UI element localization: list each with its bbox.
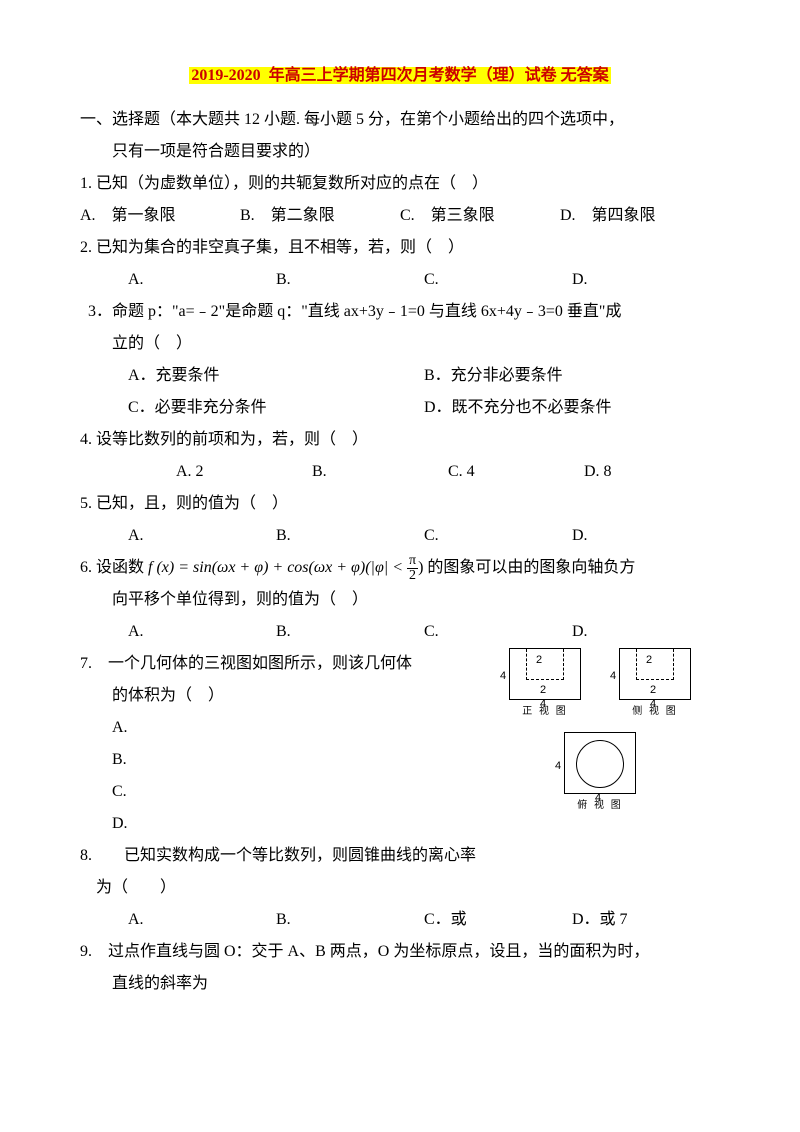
q6-suffix: 的图象可以由的图象向轴负方 — [427, 559, 635, 576]
q7-text-block: 7. 一个几何体的三视图如图所示，则该几何体 的体积为（ ） A. B. C. … — [80, 648, 480, 840]
q3-opt-d: D．既不充分也不必要条件 — [424, 392, 720, 424]
q1-options: A. 第一象限 B. 第二象限 C. 第三象限 D. 第四象限 — [80, 200, 720, 232]
q8-opt-b: B. — [276, 904, 424, 936]
fig2-dim-4b: 4 — [650, 693, 656, 715]
q2-opt-b: B. — [276, 264, 424, 296]
q3-opt-c: C．必要非充分条件 — [128, 392, 424, 424]
q6-opt-a: A. — [128, 616, 276, 648]
q6-opt-d: D. — [572, 616, 720, 648]
q6-opt-b: B. — [276, 616, 424, 648]
q7-opt-b: B. — [80, 744, 480, 776]
section-heading-line2: 只有一项是符合题目要求的） — [80, 136, 720, 168]
q1-opt-c: C. 第三象限 — [400, 200, 560, 232]
fig2-dim-4: 4 — [610, 665, 616, 687]
q6-frac-den: 2 — [407, 569, 418, 583]
q6-options: A. B. C. D. — [80, 616, 720, 648]
q6-line2: 向平移个单位得到，则的值为（ ） — [80, 584, 720, 616]
q5-opt-d: D. — [572, 520, 720, 552]
q6-formula-fx: f (x) = sin(ωx + φ) + cos(ωx + φ)(|φ| < — [148, 559, 407, 576]
q4-opt-b: B. — [312, 456, 448, 488]
q7-wrap: 7. 一个几何体的三视图如图所示，则该几何体 的体积为（ ） A. B. C. … — [80, 648, 720, 840]
q5-options: A. B. C. D. — [80, 520, 720, 552]
q3-options: A．充要条件 B．充分非必要条件 C．必要非充分条件 D．既不充分也不必要条件 — [80, 360, 720, 424]
q6-frac-num: π — [407, 554, 418, 569]
q6-formula: f (x) = sin(ωx + φ) + cos(ωx + φ)(|φ| < … — [148, 559, 427, 576]
circle-icon — [576, 740, 624, 788]
q7-line2: 的体积为（ ） — [80, 680, 480, 712]
q2-opt-a: A. — [128, 264, 276, 296]
q4-opt-a: A. 2 — [176, 456, 312, 488]
q8-opt-c: C．或 — [424, 904, 572, 936]
q8-opt-d: D．或 7 — [572, 904, 720, 936]
q5-opt-a: A. — [128, 520, 276, 552]
q7-figures: 4 2 2 4 正 视 图 4 2 2 4 侧 视 图 — [480, 648, 720, 840]
fig1-dim-4: 4 — [500, 665, 506, 687]
q4-text: 4. 设等比数列的前项和为，若，则（ ） — [80, 424, 720, 456]
title-highlight-year: 2019-2020 — [189, 67, 262, 84]
q3-opt-a: A．充要条件 — [128, 360, 424, 392]
q3-opt-b: B．充分非必要条件 — [424, 360, 720, 392]
q9-line2: 直线的斜率为 — [80, 968, 720, 1000]
fig1-dim-4b: 4 — [540, 693, 546, 715]
q7-opt-c: C. — [80, 776, 480, 808]
q5-opt-c: C. — [424, 520, 572, 552]
q6-line1: 6. 设函数 f (x) = sin(ωx + φ) + cos(ωx + φ)… — [80, 552, 720, 584]
q1-opt-a: A. 第一象限 — [80, 200, 240, 232]
fig2-dim-2a: 2 — [646, 649, 652, 671]
q2-text: 2. 已知为集合的非空真子集，且不相等，若，则（ ） — [80, 232, 720, 264]
q4-opt-d: D. 8 — [584, 456, 720, 488]
q6-fraction: π2 — [407, 554, 418, 583]
q9-line1: 9. 过点作直线与圆 O：交于 A、B 两点，O 为坐标原点，设且，当的面积为时… — [80, 936, 720, 968]
q3-line1: 3．命题 p："a=﹣2"是命题 q："直线 ax+3y﹣1=0 与直线 6x+… — [80, 296, 720, 328]
q8-options: A. B. C．或 D．或 7 — [80, 904, 720, 936]
side-view-figure: 4 2 2 4 侧 视 图 — [610, 648, 700, 722]
q8-line1: 8. 已知实数构成一个等比数列，则圆锥曲线的离心率 — [80, 840, 720, 872]
fig3-dim-4b: 4 — [595, 787, 601, 809]
q1-opt-d: D. 第四象限 — [560, 200, 720, 232]
q5-text: 5. 已知，且，则的值为（ ） — [80, 488, 720, 520]
q1-opt-b: B. 第二象限 — [240, 200, 400, 232]
q7-line1: 7. 一个几何体的三视图如图所示，则该几何体 — [80, 648, 480, 680]
q6-opt-c: C. — [424, 616, 572, 648]
q4-opt-c: C. 4 — [448, 456, 584, 488]
front-view-figure: 4 2 2 4 正 视 图 — [500, 648, 590, 722]
q2-opt-c: C. — [424, 264, 572, 296]
q2-options: A. B. C. D. — [80, 264, 720, 296]
q8-opt-a: A. — [128, 904, 276, 936]
q6-prefix: 6. 设函数 — [80, 559, 148, 576]
q3-line2: 立的（ ） — [80, 328, 720, 360]
fig3-dim-4a: 4 — [555, 755, 561, 777]
q6-formula-close: ) — [418, 559, 423, 576]
q4-options: A. 2 B. C. 4 D. 8 — [80, 456, 720, 488]
q8-line2: 为（ ） — [80, 872, 720, 904]
page-title: 2019-2020 年高三上学期第四次月考数学（理）试卷 无答案 — [80, 60, 720, 92]
q1-text: 1. 已知（为虚数单位），则的共轭复数所对应的点在（ ） — [80, 168, 720, 200]
q5-opt-b: B. — [276, 520, 424, 552]
fig1-dim-2a: 2 — [536, 649, 542, 671]
q7-opt-a: A. — [80, 712, 480, 744]
section-heading: 一、选择题（本大题共 12 小题. 每小题 5 分，在第个小题给出的四个选项中， — [80, 104, 720, 136]
q2-opt-d: D. — [572, 264, 720, 296]
q7-opt-d: D. — [80, 808, 480, 840]
top-view-figure: 4 4 俯 视 图 — [555, 732, 645, 816]
title-highlight-rest: 年高三上学期第四次月考数学（理）试卷 无答案 — [263, 67, 611, 84]
